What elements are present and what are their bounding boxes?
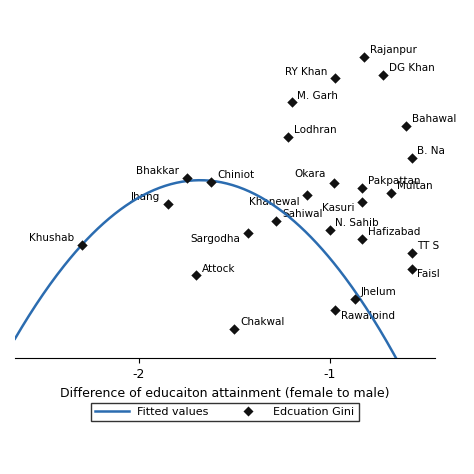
Point — [351, 295, 358, 302]
Text: Faisl: Faisl — [418, 269, 440, 279]
Point — [408, 154, 416, 161]
Point — [332, 306, 339, 314]
Text: B. Na: B. Na — [418, 146, 446, 155]
Point — [408, 250, 416, 257]
Text: Jhang: Jhang — [131, 192, 160, 202]
Point — [387, 189, 394, 196]
Point — [273, 217, 280, 225]
Text: Hafizabad: Hafizabad — [368, 227, 420, 237]
Point — [408, 265, 416, 273]
Text: Jhelum: Jhelum — [360, 287, 396, 297]
Point — [360, 53, 368, 61]
Point — [183, 174, 191, 182]
Text: N. Sahib: N. Sahib — [336, 218, 379, 228]
Point — [164, 201, 172, 208]
Text: Rawalpind: Rawalpind — [341, 311, 395, 321]
Text: M. Garh: M. Garh — [297, 91, 338, 100]
Point — [288, 99, 295, 106]
Point — [358, 184, 366, 192]
Point — [379, 71, 387, 78]
Point — [244, 229, 252, 237]
Point — [78, 241, 85, 249]
Text: Kasuri: Kasuri — [322, 203, 355, 213]
Point — [358, 198, 366, 205]
Point — [332, 75, 339, 82]
Legend: Fitted values, Edcuation Gini: Fitted values, Edcuation Gini — [91, 402, 359, 421]
Point — [402, 123, 410, 130]
Text: DG Khan: DG Khan — [389, 63, 435, 73]
Point — [192, 272, 200, 279]
Text: Rajanpur: Rajanpur — [370, 45, 417, 55]
Text: Bhakkar: Bhakkar — [136, 166, 179, 176]
Text: Attock: Attock — [202, 264, 236, 273]
Point — [303, 191, 310, 199]
Point — [230, 326, 238, 333]
Point — [326, 226, 334, 234]
Text: TT S: TT S — [418, 241, 440, 252]
Text: Chakwal: Chakwal — [240, 317, 284, 327]
Text: Sargodha: Sargodha — [190, 234, 240, 244]
Point — [330, 180, 337, 187]
Point — [208, 178, 215, 185]
Text: Sahiwal: Sahiwal — [282, 209, 323, 219]
Text: Chiniot: Chiniot — [217, 170, 255, 180]
Text: Pakpattan: Pakpattan — [368, 176, 420, 186]
Point — [284, 133, 292, 141]
Text: Lodhran: Lodhran — [293, 125, 336, 135]
Text: Khanewal: Khanewal — [248, 197, 299, 207]
Text: Bahawal: Bahawal — [412, 115, 456, 125]
Text: Okara: Okara — [294, 169, 326, 179]
Text: Khushab: Khushab — [29, 233, 74, 243]
Text: RY Khan: RY Khan — [285, 66, 328, 76]
X-axis label: Difference of educaiton attainment (female to male): Difference of educaiton attainment (fema… — [60, 387, 390, 400]
Text: Multan: Multan — [397, 181, 432, 191]
Point — [358, 235, 366, 242]
